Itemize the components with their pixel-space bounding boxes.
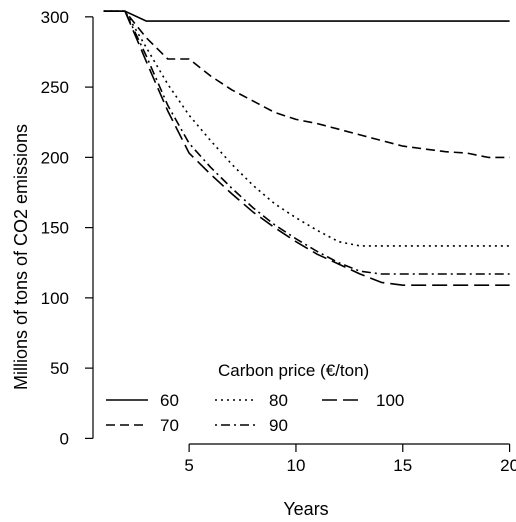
series-lines xyxy=(103,10,510,286)
legend-label-90: 90 xyxy=(269,416,288,435)
y-tick-label: 250 xyxy=(41,78,69,97)
y-tick-label: 200 xyxy=(41,148,69,167)
y-tick-label: 0 xyxy=(60,429,69,448)
x-tick-label: 10 xyxy=(286,456,305,475)
x-tick-label: 20 xyxy=(500,456,516,475)
y-axis-label: Millions of tons of CO2 emissions xyxy=(11,124,31,390)
x-tick-label: 15 xyxy=(393,456,412,475)
legend-label-80: 80 xyxy=(269,391,288,410)
legend-label-70: 70 xyxy=(160,416,179,435)
x-tick-label: 5 xyxy=(184,456,193,475)
legend-label-100: 100 xyxy=(376,391,404,410)
series-line-100 xyxy=(103,10,510,286)
legend: Carbon price (€/ton) 60 70 80 90 100 xyxy=(106,361,404,435)
x-axis-label: Years xyxy=(283,499,328,519)
y-tick-label: 100 xyxy=(41,289,69,308)
y-tick-label: 150 xyxy=(41,219,69,238)
legend-title: Carbon price (€/ton) xyxy=(218,361,369,380)
y-tick-label: 300 xyxy=(41,8,69,27)
y-tick-label: 50 xyxy=(50,359,69,378)
series-line-80 xyxy=(103,10,510,247)
axes: 0 50 100 150 200 250 300 5 10 15 20 xyxy=(41,8,516,475)
legend-label-60: 60 xyxy=(160,391,179,410)
series-line-60 xyxy=(103,10,510,22)
series-line-90 xyxy=(103,10,510,275)
series-line-70 xyxy=(103,10,510,159)
